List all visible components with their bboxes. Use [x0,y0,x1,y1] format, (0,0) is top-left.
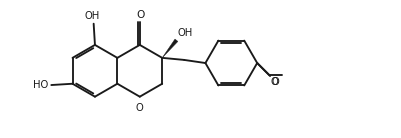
Polygon shape [162,39,178,58]
Text: O: O [269,77,277,87]
Text: O: O [136,10,144,20]
Text: HO: HO [33,80,48,90]
Text: OH: OH [177,28,192,38]
Text: O: O [271,77,278,87]
Text: OH: OH [84,11,99,21]
Text: O: O [136,103,143,113]
